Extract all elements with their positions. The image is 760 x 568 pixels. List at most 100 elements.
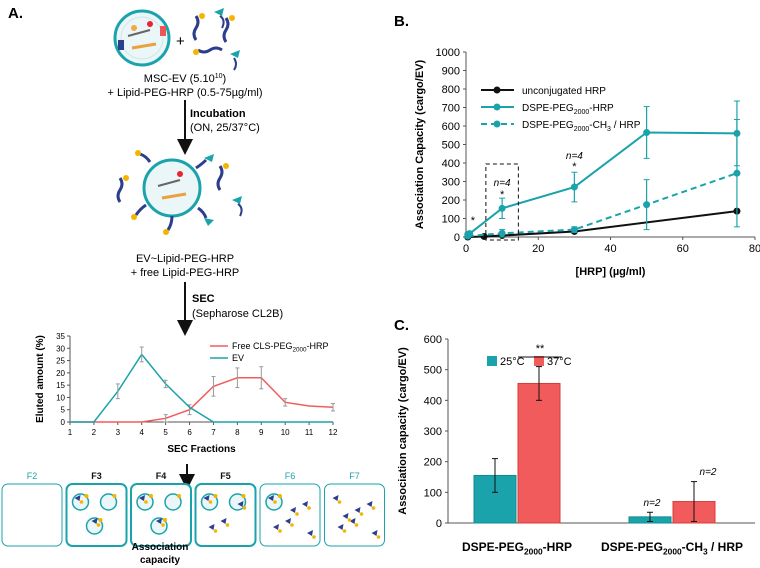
- sec-y-tick-label: 15: [56, 381, 65, 390]
- b-x-tick-label: 20: [532, 243, 544, 255]
- b-x-tick-label: 80: [749, 243, 760, 255]
- c-category-label: DSPE-PEG2000-HRP: [462, 540, 572, 557]
- fraction-free-marker: [225, 523, 230, 527]
- fraction-free-marker: [208, 500, 213, 504]
- c-y-tick-label: 100: [424, 487, 442, 499]
- fraction-free-icon: [354, 507, 361, 513]
- fraction-free-marker: [96, 523, 101, 527]
- ev-vesicle-icon: [113, 9, 171, 67]
- b-data-point: [498, 229, 506, 237]
- b-legend-label: unconjugated HRP: [522, 86, 606, 97]
- sec-y-tick-label: 5: [61, 406, 66, 415]
- c-y-tick-label: 500: [424, 365, 442, 377]
- fraction-box: [1, 483, 63, 547]
- fraction-free-icon: [337, 524, 344, 530]
- b-series-line: [467, 172, 738, 238]
- stage2-text-line1: EV~Lipid-PEG-HRP: [136, 253, 234, 265]
- fraction-free-marker: [242, 506, 247, 510]
- c-y-tick-label: 600: [424, 334, 442, 346]
- panel-c-chart: C. 0 100 200 300 400 500 600 Association capacit…: [394, 317, 755, 557]
- fraction-free-icon: [91, 518, 98, 524]
- b-x-axis-label: [HRP] (µg/ml): [576, 266, 646, 278]
- incubation-title: Incubation: [190, 108, 246, 120]
- c-annotation-n: n=2: [700, 467, 717, 478]
- b-data-point: [570, 226, 578, 234]
- b-y-tick-label: 900: [442, 66, 460, 78]
- fraction-free-icon: [268, 495, 274, 501]
- b-annotation-n: n=4: [494, 178, 511, 189]
- fraction-free-marker: [161, 523, 165, 527]
- fraction-free-marker: [337, 500, 342, 504]
- sec-x-tick-label: 10: [281, 428, 290, 437]
- fraction-ev-marker: [241, 494, 246, 498]
- fraction-free-icon: [342, 513, 349, 519]
- sec-x-tick-label: 1: [68, 428, 73, 437]
- sec-y-tick-label: 35: [56, 332, 65, 341]
- fraction-free-icon: [237, 501, 244, 507]
- fraction-ev-marker: [177, 494, 181, 498]
- fraction-boxes: F2 F3 F4 F5 F6 F7: [1, 471, 385, 547]
- fraction-ev-marker: [112, 494, 117, 498]
- fraction-box: [194, 483, 257, 547]
- c-y-tick-label: 300: [424, 426, 442, 438]
- fraction-free-marker: [371, 506, 376, 510]
- fraction-ev-icon: [85, 517, 104, 535]
- sec-y-axis-label: Eluted amount (%): [35, 335, 46, 423]
- fraction-free-icon: [302, 501, 308, 507]
- sec-series-line: [70, 377, 334, 423]
- b-x-tick-label: 40: [604, 243, 616, 255]
- c-bar: [517, 382, 561, 524]
- fraction-ev-marker: [213, 494, 218, 498]
- sec-detail: (Sepharose CL2B): [192, 308, 283, 320]
- plus-symbol: +: [176, 33, 185, 50]
- fraction-free-marker: [376, 535, 381, 539]
- fraction-free-icon: [139, 495, 145, 501]
- c-y-axis-label: Association capacity (cargo/EV): [397, 347, 409, 515]
- panel-c-label: C.: [394, 317, 409, 334]
- fraction-ev-marker: [98, 518, 103, 522]
- fraction-free-marker: [290, 523, 294, 527]
- sec-x-tick-label: 9: [259, 428, 264, 437]
- fraction-free-marker: [79, 500, 84, 504]
- b-legend-marker: [493, 103, 501, 111]
- c-legend-label: 37°C: [547, 356, 572, 368]
- b-highlight-box: [485, 163, 519, 241]
- sec-x-axis-label: SEC Fractions: [167, 444, 236, 455]
- sec-x-tick-label: 4: [140, 428, 145, 437]
- fraction-free-icon: [156, 518, 162, 524]
- c-legend-swatch: [534, 356, 544, 366]
- fraction-label: F5: [220, 471, 231, 481]
- fraction-ev-marker: [163, 518, 167, 522]
- fraction-free-marker: [213, 529, 218, 533]
- fraction-free-icon: [208, 524, 215, 530]
- panel-b-chart: B. 0 100 200 300 400 500 600 700 800 900 1000 0 20 40 6…: [394, 13, 760, 278]
- fraction-free-icon: [220, 518, 227, 524]
- c-y-tick-label: 400: [424, 395, 442, 407]
- sec-x-tick-label: 7: [211, 428, 216, 437]
- sec-y-tick-label: 0: [61, 418, 66, 427]
- sec-x-tick-label: 6: [187, 428, 192, 437]
- stage1-text-line1: MSC-EV (5.1010): [144, 73, 226, 85]
- lipid-peg-hrp-icon: [192, 8, 240, 71]
- fraction-free-marker: [347, 518, 352, 522]
- c-annotation-n: n=2: [644, 498, 661, 509]
- fraction-box: [130, 483, 192, 547]
- fraction-ev-icon: [164, 493, 182, 511]
- b-y-axis-label: Association Capacity (cargo/EV): [414, 60, 426, 230]
- b-legend-marker: [493, 120, 501, 128]
- b-legend-label: DSPE-PEG2000-HRP: [522, 103, 614, 116]
- fraction-ev-marker: [84, 494, 89, 498]
- b-annotation-star: *: [500, 189, 505, 201]
- stage1-text-line2: + Lipid-PEG-HRP (0.5-75µg/ml): [108, 87, 263, 99]
- sec-x-tick-label: 3: [116, 428, 121, 437]
- c-y-tick-label: 0: [436, 518, 442, 530]
- b-y-tick-label: 0: [454, 232, 460, 244]
- b-data-point: [643, 128, 651, 136]
- b-y-tick-label: 1000: [436, 47, 460, 59]
- fraction-label: F6: [285, 471, 296, 481]
- fraction-free-icon: [285, 518, 291, 524]
- b-y-tick-label: 700: [442, 103, 460, 115]
- c-legend-swatch: [487, 356, 497, 366]
- fraction-label: F7: [349, 471, 360, 481]
- c-legend-label: 25°C: [500, 356, 525, 368]
